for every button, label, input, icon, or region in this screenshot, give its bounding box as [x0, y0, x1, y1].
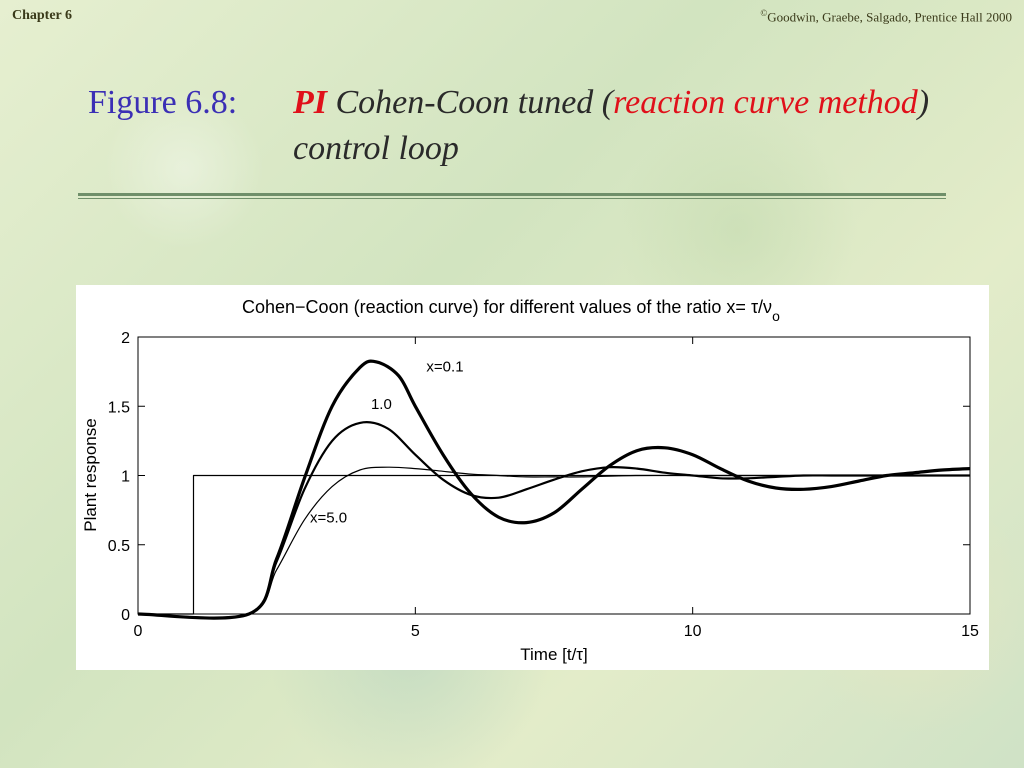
series-line-x50: [137, 466, 970, 618]
x-tick-label: 0: [134, 623, 143, 640]
series-line-x01: [137, 359, 971, 620]
title-body: PI Cohen-Coon tuned (reaction curve meth…: [293, 80, 933, 172]
chart-title: Cohen−Coon (reaction curve) for differen…: [242, 297, 780, 324]
y-tick-label: 0: [121, 607, 130, 624]
series-line-setpoint: [138, 474, 970, 615]
y-tick-label: 0.5: [108, 538, 130, 555]
chart-title-subscript: o: [772, 308, 780, 324]
x-tick-label: 10: [684, 623, 702, 640]
title-part1: Cohen-Coon tuned (: [327, 84, 614, 121]
y-tick-label: 2: [121, 330, 130, 347]
x-tick-label: 5: [411, 623, 420, 640]
axis-ticks: 0 5 10 15 0 0.5 1 1.5 2: [108, 330, 979, 640]
series-annotation: 1.0: [371, 396, 392, 413]
copyright-notice: ©Goodwin, Graebe, Salgado, Prentice Hall…: [760, 8, 1012, 25]
chart-series: [137, 359, 971, 620]
chart-svg: Cohen−Coon (reaction curve) for differen…: [81, 297, 979, 664]
copyright-symbol: ©: [760, 8, 768, 18]
copyright-text: Goodwin, Graebe, Salgado, Prentice Hall …: [767, 9, 1012, 25]
chapter-label: Chapter 6: [12, 8, 73, 23]
y-axis-label: Plant response: [81, 418, 100, 531]
chart-title-main: Cohen−Coon (reaction curve) for differen…: [242, 297, 772, 317]
title-divider-thin: [78, 198, 946, 199]
x-tick-label: 15: [961, 623, 979, 640]
series-line-x10: [137, 421, 970, 619]
y-tick-label: 1.5: [108, 399, 130, 416]
series-annotation: x=5.0: [310, 510, 347, 527]
chart-figure: Cohen−Coon (reaction curve) for differen…: [76, 285, 989, 670]
series-annotation: x=0.1: [426, 359, 463, 376]
slide-title: Figure 6.8: PI Cohen-Coon tuned (reaction…: [88, 80, 968, 172]
title-pi: PI: [293, 84, 327, 121]
title-red: reaction curve method: [613, 84, 918, 121]
title-divider-thick: [78, 193, 946, 196]
y-tick-label: 1: [121, 469, 130, 486]
chart-annotations: x=0.1 1.0 x=5.0: [310, 359, 464, 527]
x-axis-label: Time [t/τ]: [520, 645, 587, 664]
figure-label: Figure 6.8:: [88, 84, 238, 121]
title-part2: ) control loop: [293, 84, 930, 167]
